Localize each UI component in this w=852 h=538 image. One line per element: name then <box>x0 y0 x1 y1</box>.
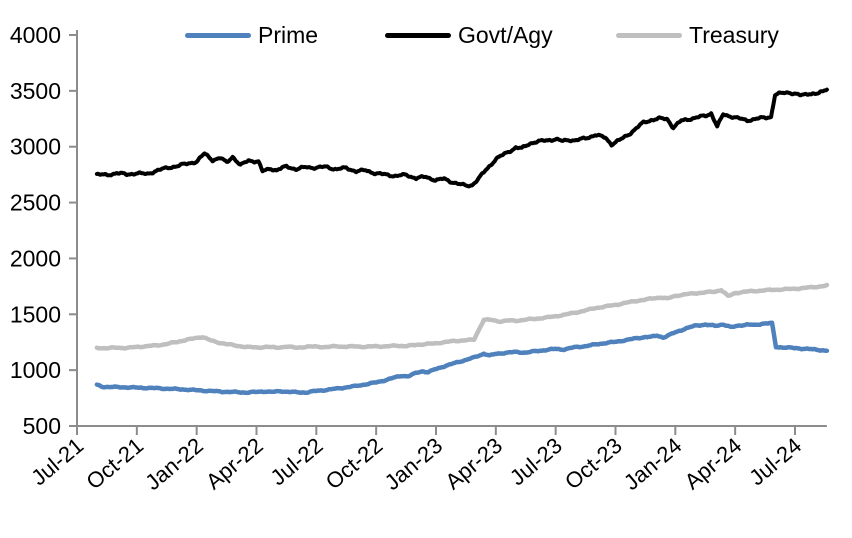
x-axis-tick-label: Jul-21 <box>26 433 88 491</box>
treasury-line-swatch <box>616 32 682 38</box>
series-line-treasury <box>94 282 830 351</box>
x-axis-tick-label: Jan-24 <box>619 433 687 495</box>
prime-legend-label: Prime <box>258 21 319 48</box>
series-line-govt-agy <box>94 87 829 189</box>
prime-line-swatch <box>185 32 251 38</box>
x-axis-tick-label: Jul-22 <box>266 433 328 491</box>
govt-agy-line-swatch <box>385 32 451 38</box>
y-axis-tick-label: 4000 <box>10 22 61 48</box>
y-axis-tick-label: 3500 <box>10 78 61 104</box>
x-axis-tick-label: Jul-24 <box>744 433 806 491</box>
x-axis-tick-label: Oct-23 <box>560 433 627 495</box>
x-axis-tick-label: Apr-23 <box>440 433 507 495</box>
x-axis: Jul-21Oct-21Jan-22Apr-22Jul-22Oct-22Jan-… <box>26 425 827 495</box>
chart-legend: Prime Govt/Agy Treasury <box>0 0 852 48</box>
govt-agy-legend-label: Govt/Agy <box>458 21 553 48</box>
y-axis-tick-label: 3000 <box>10 134 61 160</box>
treasury-legend-label: Treasury <box>689 21 779 48</box>
y-axis-tick-label: 2000 <box>10 245 61 271</box>
x-axis-tick-label: Oct-22 <box>321 433 388 495</box>
series-line-prime <box>94 320 830 396</box>
x-axis-tick-label: Jul-23 <box>505 433 567 491</box>
y-axis-tick-label: 500 <box>23 413 61 439</box>
y-axis-tick-label: 1000 <box>10 357 61 383</box>
x-axis-tick-label: Jan-23 <box>380 433 448 495</box>
x-axis-tick-label: Oct-21 <box>81 433 148 495</box>
x-axis-tick-label: Apr-22 <box>201 433 268 495</box>
y-axis-tick-label: 2500 <box>10 190 61 216</box>
legend-item-govt-agy: Govt/Agy <box>385 21 553 49</box>
y-axis-tick-label: 1500 <box>10 301 61 327</box>
x-axis-tick-label: Jan-22 <box>140 433 208 495</box>
legend-item-treasury: Treasury <box>616 21 779 49</box>
legend-item-prime: Prime <box>185 21 318 49</box>
x-axis-tick-label: Apr-24 <box>680 433 747 495</box>
y-axis: 500 1000 1500 2000 2500 3000 3500 4000 <box>10 22 78 439</box>
